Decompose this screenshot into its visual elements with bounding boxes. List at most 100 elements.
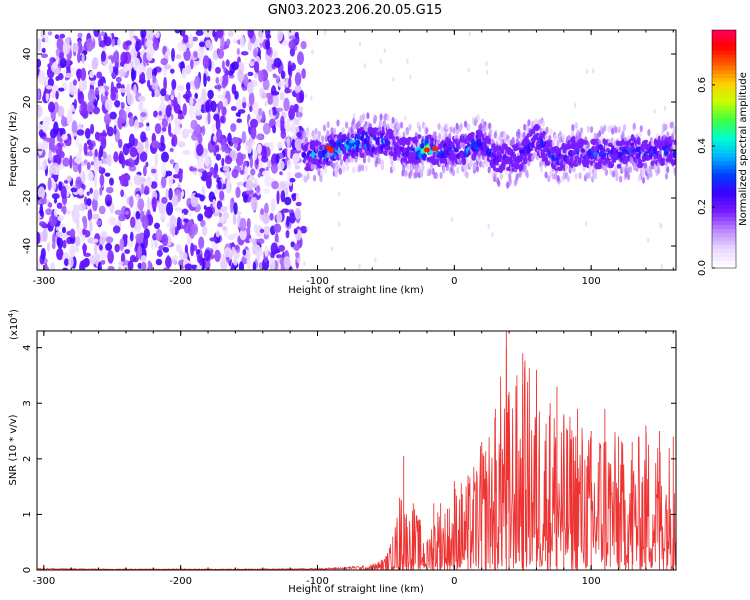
- snr-x-tick-label: -200: [169, 576, 192, 587]
- spectrogram-noise-cell: [239, 35, 245, 48]
- spectrogram-noise-cell: [277, 81, 285, 88]
- spectrogram-noise-cell: [294, 138, 303, 151]
- spectrogram-band-cell: [507, 138, 511, 145]
- spectrogram-noise-cell: [140, 255, 147, 263]
- spectrogram-peak-cell: [328, 147, 335, 153]
- spectrogram-noise-cell: [57, 72, 64, 81]
- spectrogram-noise-cell: [406, 58, 409, 64]
- spectrogram-noise-cell: [197, 48, 204, 60]
- spectrogram-noise-cell: [137, 262, 143, 269]
- spectrogram-noise-cell: [219, 190, 225, 201]
- spectrogram-band-cell: [454, 147, 459, 153]
- spectrogram-noise-cell: [275, 77, 280, 84]
- colorbar-segment: [712, 220, 736, 225]
- spectrogram-y-tick-label: 40: [22, 48, 33, 61]
- spectrogram-noise-cell: [128, 162, 135, 168]
- spectrogram-band-cell: [332, 127, 337, 135]
- spectrogram-noise-cell: [223, 97, 228, 108]
- spectrogram-noise-cell: [99, 186, 103, 196]
- spectrogram-noise-cell: [169, 132, 174, 137]
- spectrogram-noise-cell: [121, 156, 126, 169]
- spectrogram-band-cell: [428, 168, 432, 176]
- spectrogram-noise-cell: [99, 236, 106, 245]
- spectrogram-band-cell: [349, 139, 355, 144]
- spectrogram-noise-cell: [89, 187, 93, 194]
- spectrogram-noise-cell: [86, 38, 94, 52]
- spectrogram-noise-cell: [211, 123, 216, 133]
- spectrogram-noise-cell: [41, 120, 49, 133]
- colorbar-segment: [712, 168, 736, 174]
- snr-y-tick-label: 3: [22, 400, 33, 406]
- spectrogram-noise-cell: [248, 92, 255, 106]
- colorbar-segment: [712, 200, 736, 206]
- spectrogram-noise-cell: [300, 40, 307, 50]
- spectrogram-noise-cell: [234, 90, 239, 100]
- spectrogram-noise-cell: [68, 256, 74, 268]
- spectrogram-band-cell: [352, 123, 356, 131]
- spectrogram-noise-cell: [171, 134, 178, 147]
- spectrogram-noise-cell: [181, 67, 187, 80]
- colorbar-segment: [712, 216, 736, 221]
- spectrogram-noise-cell: [139, 71, 146, 85]
- spectrogram-band-cell: [641, 176, 646, 184]
- spectrogram-noise-cell: [202, 55, 210, 69]
- spectrogram-noise-cell: [276, 190, 280, 205]
- spectrogram-band-cell: [666, 166, 670, 174]
- spectrogram-band-cell: [321, 135, 325, 143]
- spectrogram-noise-cell: [261, 110, 266, 122]
- spectrogram-noise-cell: [286, 134, 290, 149]
- spectrogram-noise-cell: [271, 180, 279, 190]
- spectrogram-noise-cell: [60, 185, 67, 199]
- spectrogram-noise-cell: [301, 68, 306, 79]
- spectrogram-noise-cell: [451, 217, 454, 223]
- spectrogram-noise-cell: [77, 69, 81, 82]
- spectrogram-noise-cell: [220, 205, 228, 212]
- spectrogram-noise-cell: [197, 168, 205, 173]
- spectrogram-noise-cell: [119, 109, 127, 124]
- spectrogram-noise-cell: [161, 196, 168, 204]
- spectrogram-noise-cell: [98, 205, 106, 215]
- spectrogram-noise-cell: [239, 217, 247, 232]
- spectrogram-noise-cell: [128, 116, 134, 127]
- spectrogram-noise-cell: [119, 238, 125, 252]
- spectrogram-band-cell: [405, 128, 410, 136]
- spectrogram-y-tick-label: 0: [22, 147, 33, 153]
- spectrogram-x-tick-label: -100: [306, 276, 329, 287]
- spectrogram-noise-cell: [55, 56, 59, 61]
- spectrogram-noise-cell: [258, 70, 264, 83]
- spectrogram-band-cell: [503, 131, 507, 139]
- spectrogram-band-cell: [364, 164, 368, 172]
- spectrogram-noise-cell: [306, 226, 309, 231]
- spectrogram-noise-cell: [287, 159, 291, 165]
- spectrogram-band-cell: [465, 156, 469, 164]
- colorbar-segment: [712, 196, 736, 202]
- spectrogram-noise-cell: [170, 94, 174, 101]
- spectrogram-noise-cell: [287, 65, 292, 76]
- spectrogram-noise-cell: [201, 125, 206, 136]
- spectrogram-noise-cell: [59, 33, 66, 39]
- colorbar-segment: [712, 152, 736, 158]
- spectrogram-noise-cell: [135, 193, 140, 201]
- spectrogram-band-cell: [326, 129, 330, 137]
- spectrogram-band-cell: [448, 133, 452, 140]
- spectrogram-noise-cell: [47, 177, 52, 191]
- snr-x-tick-label: 0: [451, 576, 457, 587]
- spectrogram-noise-cell: [76, 216, 80, 230]
- spectrogram-band-cell: [336, 119, 340, 127]
- spectrogram-noise-cell: [84, 128, 91, 139]
- spectrogram-band-cell: [626, 173, 631, 181]
- spectrogram-noise-cell: [45, 208, 53, 216]
- colorbar-segment: [712, 113, 736, 118]
- spectrogram-noise-cell: [198, 171, 203, 178]
- spectrogram-band-cell: [352, 117, 356, 125]
- spectrogram-band-cell: [673, 125, 676, 133]
- spectrogram-band-cell: [377, 157, 382, 165]
- spectrogram-band-cell: [673, 139, 676, 146]
- spectrogram-noise-cell: [194, 110, 202, 116]
- spectrogram-band-cell: [574, 172, 578, 180]
- spectrogram-noise-cell: [230, 123, 237, 132]
- spectrogram-noise-cell: [259, 228, 265, 234]
- spectrogram-band-cell: [574, 122, 579, 129]
- spectrogram-noise-cell: [262, 257, 270, 270]
- spectrogram-noise-cell: [145, 39, 153, 49]
